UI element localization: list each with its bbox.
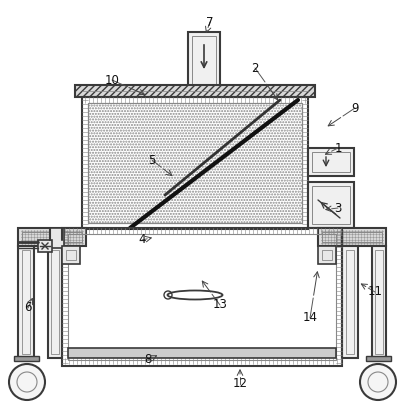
Bar xyxy=(62,228,341,366)
Bar xyxy=(18,246,34,358)
Text: 9: 9 xyxy=(350,102,358,114)
Bar xyxy=(345,250,353,354)
Bar xyxy=(68,348,335,358)
Bar xyxy=(311,186,349,224)
Text: 3: 3 xyxy=(333,202,341,214)
Text: 4: 4 xyxy=(138,233,145,247)
Bar xyxy=(307,182,353,228)
Bar xyxy=(188,32,220,90)
Text: 7: 7 xyxy=(206,15,213,29)
Bar xyxy=(192,36,215,86)
Text: 13: 13 xyxy=(212,299,227,312)
Bar xyxy=(22,232,82,242)
Text: 8: 8 xyxy=(144,353,151,366)
Bar xyxy=(14,356,39,361)
Bar xyxy=(38,240,52,252)
Bar xyxy=(317,246,335,264)
Bar xyxy=(18,228,86,246)
Bar xyxy=(68,234,335,360)
Text: 14: 14 xyxy=(302,312,317,324)
Bar xyxy=(75,85,314,97)
Bar xyxy=(51,250,59,354)
Bar xyxy=(88,103,301,223)
Bar xyxy=(50,228,64,248)
Text: 1: 1 xyxy=(333,141,341,154)
Bar xyxy=(311,152,349,172)
Bar xyxy=(321,232,381,242)
Text: 6: 6 xyxy=(24,301,32,314)
Bar xyxy=(88,103,301,223)
Bar xyxy=(365,356,390,361)
Bar xyxy=(307,148,353,176)
Bar xyxy=(22,250,30,354)
Bar xyxy=(374,250,382,354)
Text: 12: 12 xyxy=(232,378,247,391)
Text: 5: 5 xyxy=(148,154,155,166)
Bar xyxy=(66,250,76,260)
Bar xyxy=(317,228,385,246)
Bar xyxy=(371,246,385,358)
Circle shape xyxy=(9,364,45,400)
Circle shape xyxy=(359,364,395,400)
Text: 11: 11 xyxy=(367,285,382,299)
Bar xyxy=(82,97,307,229)
Text: 10: 10 xyxy=(104,73,119,87)
Bar xyxy=(62,246,80,264)
Bar xyxy=(48,246,62,358)
Bar xyxy=(321,250,331,260)
Text: 2: 2 xyxy=(251,62,258,75)
Bar xyxy=(341,246,357,358)
